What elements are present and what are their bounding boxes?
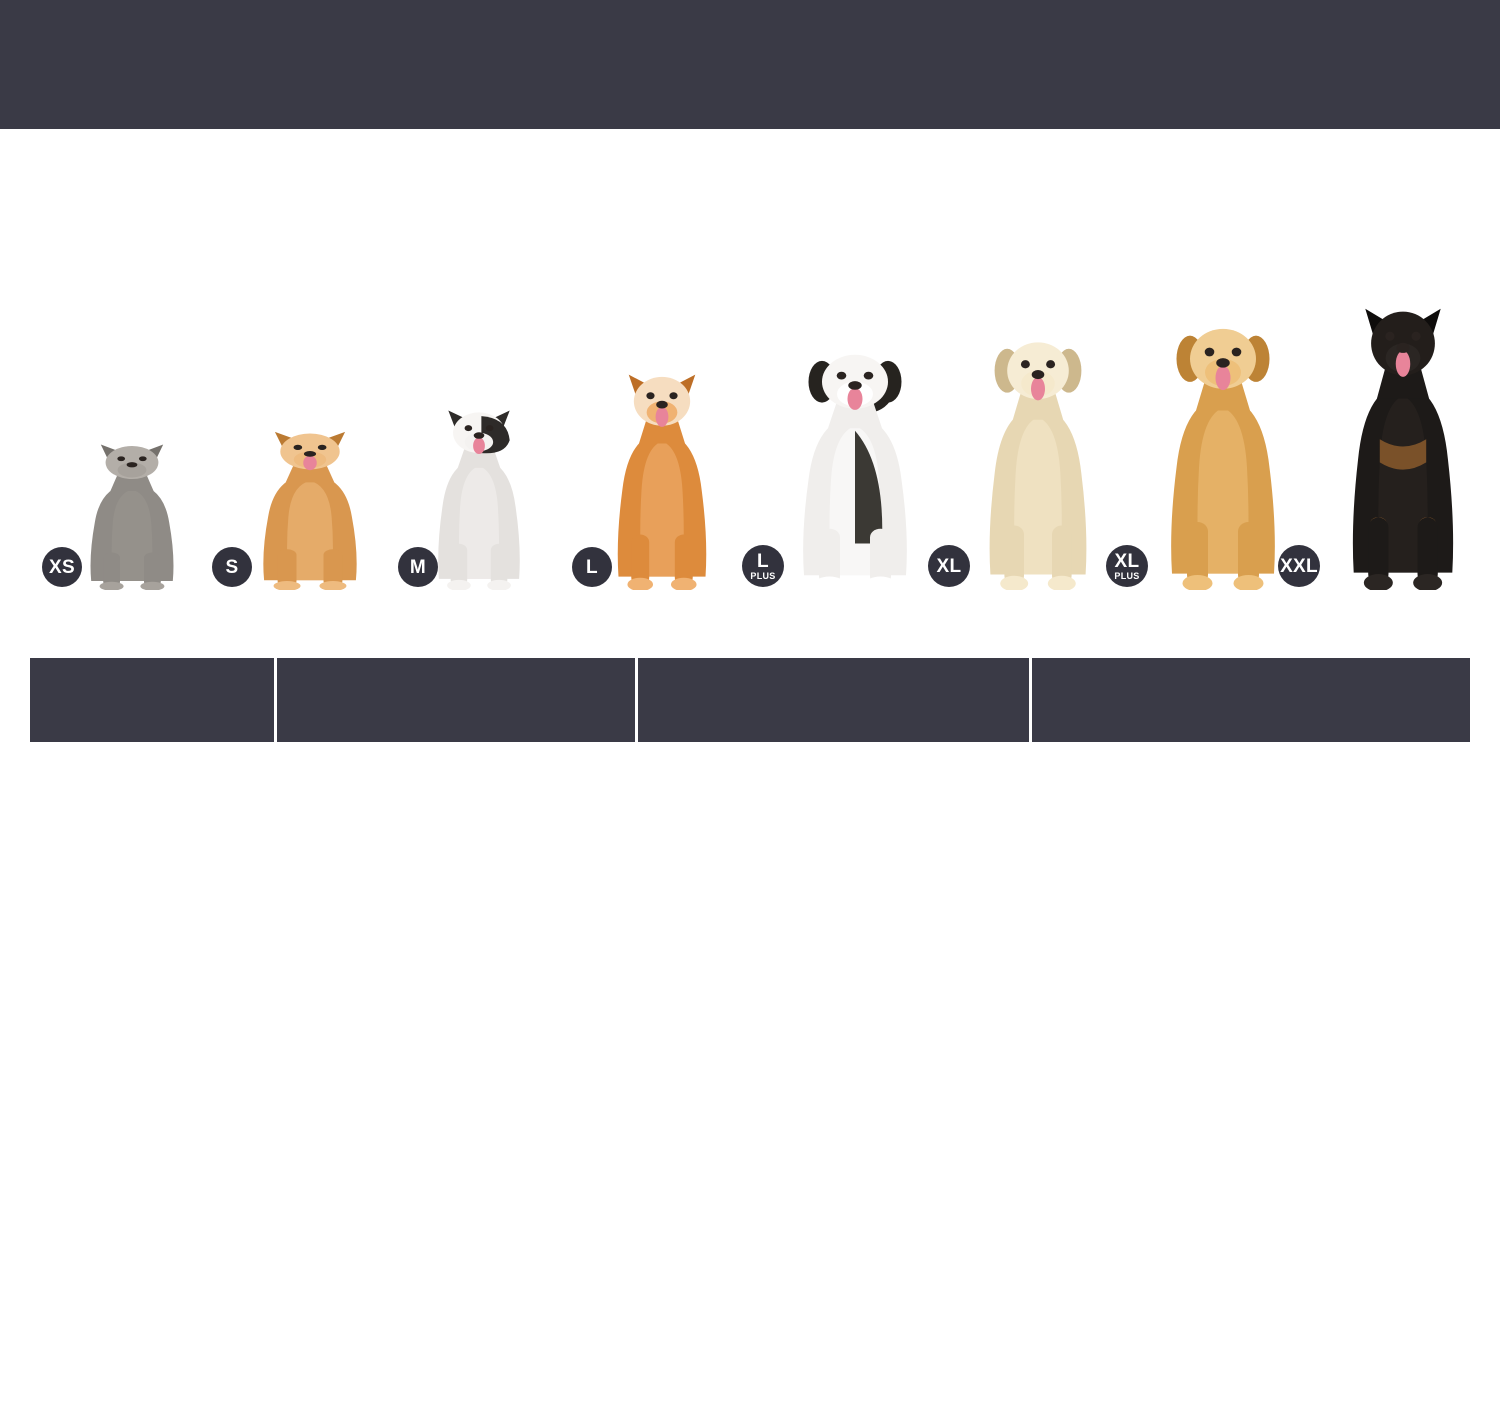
- doberman-illustration: [1330, 300, 1475, 592]
- animal-pomeranian: [242, 427, 377, 591]
- labrador-illustration: [968, 332, 1108, 592]
- animal-doberman: [1330, 300, 1475, 592]
- size-badge-xl: XL: [928, 545, 970, 587]
- animal-labrador: [968, 332, 1108, 592]
- pomeranian-illustration: [242, 427, 377, 591]
- border-collie-illustration: [780, 345, 930, 592]
- table-header: [30, 658, 1470, 745]
- size-badge-xxl: XXL: [1278, 545, 1320, 587]
- size-badge-label: XS: [49, 556, 75, 578]
- size-badge-label: XL: [936, 555, 962, 577]
- size-badge-sublabel: PLUS: [1114, 570, 1140, 581]
- size-badge-l-plus: L PLUS: [742, 545, 784, 587]
- size-badge-label: S: [225, 556, 239, 578]
- animal-golden-retriever: [1148, 318, 1298, 592]
- size-badge-label: XL: [1114, 550, 1140, 572]
- grey-cat-illustration: [72, 440, 192, 591]
- column-header-dimensions: [275, 658, 638, 745]
- animal-border-collie: [780, 345, 930, 592]
- golden-retriever-illustration: [1148, 318, 1298, 592]
- shiba-inu-illustration: [598, 368, 726, 592]
- sizing-table: [30, 658, 1470, 745]
- size-badge-xl-plus: XL PLUS: [1106, 545, 1148, 587]
- size-badge-xs: XS: [42, 547, 82, 587]
- column-header-sleeping-area: [636, 658, 1032, 745]
- size-badge-l: L: [572, 547, 612, 587]
- title-bar: [0, 0, 1500, 129]
- size-badge-sublabel: PLUS: [750, 570, 776, 581]
- size-badge-label: M: [409, 556, 427, 578]
- animal-french-bulldog: [420, 405, 538, 591]
- size-badge-label: L: [586, 556, 598, 578]
- size-badge-label: XXL: [1280, 555, 1318, 577]
- column-header-suitable-weight: [1030, 658, 1470, 745]
- size-badge-s: S: [212, 547, 252, 587]
- table-header-row: [30, 658, 1470, 745]
- size-badge-label: L: [757, 550, 769, 572]
- animal-grey-cat: [72, 440, 192, 591]
- animal-shiba-inu: [598, 368, 726, 592]
- column-header-size: [30, 658, 277, 745]
- size-badge-m: M: [398, 547, 438, 587]
- french-bulldog-illustration: [420, 405, 538, 591]
- animal-lineup: XS S M: [30, 300, 1470, 592]
